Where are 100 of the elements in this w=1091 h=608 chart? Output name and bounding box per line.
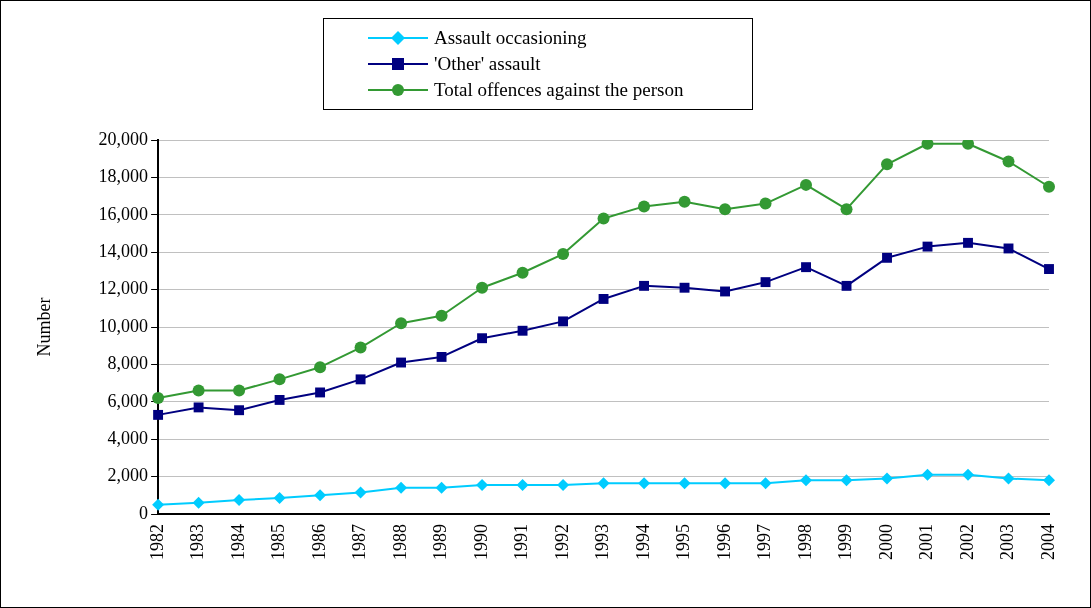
point [516, 479, 529, 492]
point [719, 477, 732, 490]
point [517, 325, 528, 336]
point [1002, 155, 1015, 168]
point [152, 392, 165, 405]
point [355, 374, 366, 385]
x-tick-label: 1990 [470, 524, 491, 560]
x-tick-label: 1985 [268, 524, 289, 560]
point [597, 212, 610, 225]
point [314, 361, 327, 374]
point [840, 474, 853, 487]
y-tick-label: 6,000 [107, 390, 149, 411]
point [234, 405, 245, 416]
y-tick-label: 12,000 [98, 278, 149, 299]
legend-label: Total offences against the person [434, 79, 684, 101]
x-tick-label: 1992 [551, 524, 572, 560]
point [1002, 472, 1015, 485]
x-tick-label: 2001 [916, 524, 937, 560]
point [638, 200, 651, 213]
point [557, 248, 570, 261]
point [516, 266, 529, 279]
point [477, 333, 488, 344]
x-tick-label: 1996 [713, 524, 734, 560]
x-tick-label: 1993 [592, 524, 613, 560]
x-tick-label: 1989 [430, 524, 451, 560]
point [192, 384, 205, 397]
point [678, 477, 691, 490]
point [639, 280, 649, 291]
point [679, 282, 690, 293]
y-tick-label: 4,000 [107, 427, 149, 448]
point [882, 252, 892, 263]
point [922, 241, 933, 252]
point [396, 357, 407, 368]
point [273, 492, 286, 505]
point [395, 481, 408, 494]
legend-label: Assault occasioning [434, 27, 587, 49]
point [759, 477, 772, 490]
y-tick-label: 14,000 [98, 240, 149, 261]
x-tick-label: 1999 [835, 524, 856, 560]
point [638, 477, 651, 490]
point [840, 203, 853, 216]
point [800, 178, 813, 191]
y-tick-label: 16,000 [98, 203, 149, 224]
point [557, 479, 570, 492]
point [354, 486, 367, 499]
point [881, 158, 894, 171]
x-tick-label: 1987 [349, 524, 370, 560]
point [273, 373, 286, 386]
x-tick-label: 1984 [227, 524, 248, 560]
point [921, 468, 934, 481]
point [720, 286, 730, 297]
point [435, 481, 448, 494]
x-tick-label: 1997 [754, 524, 775, 560]
point [476, 281, 489, 294]
point [800, 474, 813, 487]
point [435, 309, 448, 322]
point [963, 237, 973, 248]
point [315, 387, 326, 398]
point [1044, 264, 1054, 274]
point [1043, 180, 1055, 193]
point [678, 195, 691, 208]
point [962, 140, 975, 150]
x-tick-label: 1995 [673, 524, 694, 560]
point [193, 402, 204, 413]
y-tick-label: 8,000 [107, 353, 149, 374]
point [962, 468, 975, 481]
point [233, 384, 246, 397]
x-tick-label: 1983 [187, 524, 208, 560]
point [233, 493, 246, 506]
x-tick-label: 1982 [146, 524, 167, 560]
point [801, 262, 811, 273]
y-tick-label: 10,000 [98, 315, 149, 336]
x-tick-label: 1986 [308, 524, 329, 560]
point [719, 203, 732, 216]
y-tick-label: 0 [139, 502, 149, 523]
x-tick-label: 1998 [794, 524, 815, 560]
point [841, 280, 852, 291]
point [1043, 474, 1055, 487]
point [152, 498, 165, 511]
point [314, 489, 327, 502]
y-tick-label: 20,000 [98, 128, 149, 149]
point [760, 277, 771, 288]
point [153, 409, 164, 420]
point [436, 351, 447, 362]
x-tick-label: 2004 [1037, 524, 1058, 560]
x-tick-label: 2003 [997, 524, 1018, 560]
x-tick-label: 1988 [389, 524, 410, 560]
point [558, 316, 568, 327]
x-tick-label: 2002 [956, 524, 977, 560]
x-tick-label: 2000 [875, 524, 896, 560]
point [921, 140, 934, 150]
point [597, 477, 610, 490]
x-tick-label: 1991 [511, 524, 532, 560]
point [881, 472, 894, 485]
point [759, 197, 772, 210]
point [354, 341, 367, 354]
point [192, 496, 205, 509]
point [274, 394, 285, 405]
legend-label: 'Other' assault [434, 53, 541, 75]
point [598, 294, 609, 304]
